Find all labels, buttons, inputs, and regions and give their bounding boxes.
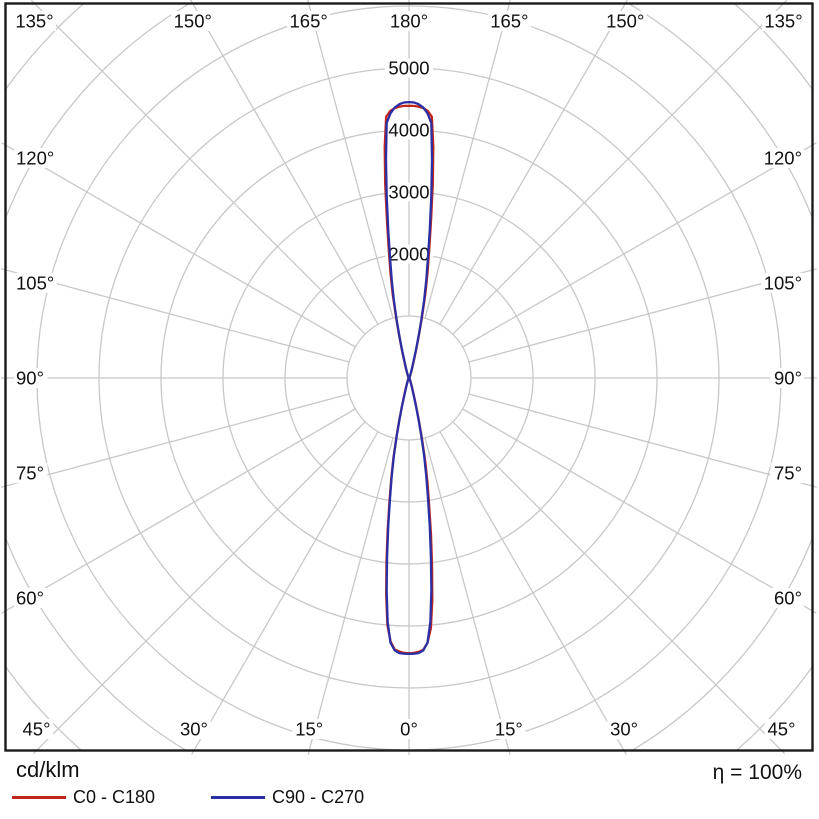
legend-item-c90-c270: C90 - C270 [211, 787, 364, 808]
angle-tick-label: 45° [768, 719, 796, 740]
legend: C0 - C180 C90 - C270 [12, 787, 364, 808]
legend-line-c0-c180-swatch [12, 796, 66, 799]
units-label: cd/klm [16, 757, 80, 782]
radial-tick-label: 5000 [388, 58, 429, 79]
angle-tick-labels: 0° 15° 15° 30° 30° 45° 45° 60° 60° 75° 75° 90° 90° 10… [13, 11, 805, 740]
angle-tick-label: 135° [15, 11, 53, 32]
angle-tick-label: 105° [16, 272, 54, 293]
angle-tick-label: 120° [764, 148, 802, 169]
angle-tick-label: 120° [16, 148, 54, 169]
angle-tick-label: 150° [174, 11, 212, 32]
angle-tick-label: 60° [16, 587, 44, 608]
curve-c90-c270 [384, 100, 434, 656]
chart-border [4, 2, 814, 752]
angle-tick-label: 105° [764, 272, 802, 293]
angle-tick-label: 15° [495, 719, 523, 740]
legend-item-c0-c180: C0 - C180 [12, 787, 155, 808]
angle-tick-label: 135° [764, 11, 802, 32]
efficiency-value: η = 100% [712, 761, 802, 784]
angle-tick-label: 30° [180, 719, 208, 740]
angle-tick-label: 75° [774, 463, 802, 484]
angle-tick-label: 15° [295, 719, 323, 740]
radial-tick-label: 4000 [388, 120, 429, 141]
legend-label-c0-c180: C0 - C180 [73, 787, 156, 807]
legend-line-c90-c270-swatch [211, 796, 266, 799]
angle-tick-label: 0° [400, 719, 418, 740]
angle-tick-label: 75° [16, 463, 44, 484]
angle-tick-label: 60° [774, 587, 802, 608]
radial-tick-labels: 2000 3000 4000 5000 [385, 58, 433, 265]
angle-tick-label: 90° [16, 368, 44, 389]
grid-spokes [0, 0, 818, 756]
angle-tick-label: 90° [774, 368, 802, 389]
angle-tick-label: 165° [290, 11, 328, 32]
radial-tick-label: 3000 [388, 182, 429, 203]
angle-tick-label: 180° [390, 11, 428, 32]
angle-tick-label: 150° [606, 11, 644, 32]
angle-tick-label: 165° [490, 11, 528, 32]
legend-label-c90-c270: C90 - C270 [272, 787, 365, 807]
angle-tick-label: 30° [610, 719, 638, 740]
radial-tick-label: 2000 [388, 244, 429, 265]
angle-tick-label: 45° [23, 719, 51, 740]
